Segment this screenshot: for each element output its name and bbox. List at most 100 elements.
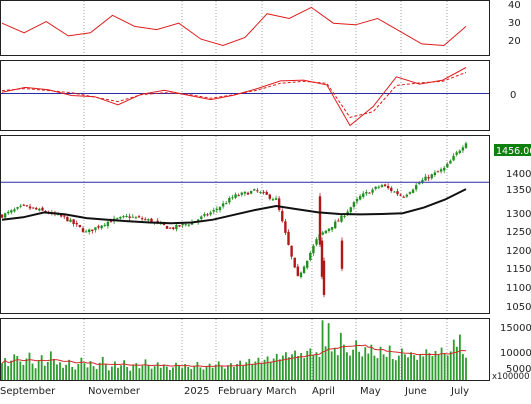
volume-bar: [168, 369, 171, 380]
volume-bar: [300, 353, 303, 380]
volume-bar: [339, 332, 342, 380]
volume-bar: [1, 363, 3, 380]
candle: [175, 223, 178, 232]
candle-body: [340, 215, 343, 222]
volume-bar: [324, 346, 327, 380]
candle: [424, 173, 427, 181]
candle-crash: [318, 193, 322, 248]
candle-body: [66, 216, 69, 222]
volume-bar: [132, 364, 135, 380]
volume-bar: [388, 345, 391, 380]
candle-body: [137, 216, 141, 218]
volume-tick-5000: 5000: [506, 364, 531, 375]
volume-bar: [135, 363, 138, 380]
volume-bar: [431, 356, 434, 380]
candle: [91, 229, 94, 234]
candle: [262, 190, 265, 195]
x-label-2025: 2025: [184, 386, 209, 397]
volume-bars: [1, 320, 467, 380]
volume-bar: [379, 346, 382, 380]
candle: [321, 230, 324, 236]
candle-body: [38, 208, 41, 211]
candle-body: [352, 202, 356, 207]
candle-body: [140, 218, 144, 220]
last-price-label: 1456.060: [496, 146, 531, 157]
candle-body: [7, 211, 10, 214]
volume-bar: [239, 360, 242, 380]
candle: [396, 188, 399, 197]
candle-body: [35, 207, 38, 210]
volume-bar: [284, 352, 287, 380]
volume-bar: [462, 353, 464, 380]
candle: [231, 194, 234, 200]
volume-bar: [120, 365, 122, 380]
macd-axis: 0: [510, 90, 516, 101]
candle: [100, 225, 103, 230]
candle-body: [340, 240, 344, 269]
volume-bar: [193, 365, 196, 380]
volume-bar: [452, 339, 455, 380]
candle: [302, 265, 306, 274]
volume-bar: [187, 366, 190, 380]
candle-body: [449, 160, 452, 164]
volume-bar: [251, 364, 254, 380]
volume-bar: [364, 347, 367, 380]
volume-bar: [165, 366, 168, 380]
candle-body: [421, 180, 424, 183]
volume-bar: [455, 346, 458, 380]
candle: [383, 183, 387, 187]
candle-body: [284, 221, 287, 233]
candle: [128, 213, 131, 221]
volume-bar: [281, 355, 284, 380]
candle-body: [436, 171, 440, 173]
candle-body: [318, 196, 322, 245]
macd-tick-0: 0: [510, 90, 516, 101]
macd-plot: [1, 67, 489, 127]
volume-bar: [138, 368, 141, 380]
volume-bar: [196, 361, 199, 380]
volume-bar: [358, 351, 361, 380]
candle-body: [97, 226, 100, 228]
candle: [371, 187, 374, 196]
candle-body: [322, 260, 326, 295]
candle-body: [293, 257, 296, 268]
x-label-june: June: [404, 386, 427, 397]
volume-bar: [10, 360, 13, 380]
candle-body: [315, 239, 318, 245]
volume-bar: [449, 351, 452, 380]
candle-body: [134, 217, 138, 219]
candle: [436, 170, 440, 173]
candle: [16, 206, 19, 211]
candle: [168, 227, 172, 229]
candle-body: [81, 228, 85, 232]
volume-bar: [22, 364, 25, 380]
volume-bar: [25, 358, 28, 380]
candle-body: [13, 209, 16, 212]
candle-body: [296, 266, 300, 276]
volume-bar: [159, 367, 162, 380]
candle-body: [240, 192, 243, 195]
volume-bar: [16, 356, 19, 380]
macd-line: [1, 67, 467, 127]
candle-crash: [322, 257, 326, 298]
candle: [131, 214, 134, 218]
candle: [418, 181, 421, 185]
candle-body: [287, 231, 290, 245]
volume-panel: [0, 318, 490, 381]
candle: [78, 224, 82, 228]
candle-body: [324, 230, 328, 234]
volume-bar: [220, 366, 223, 380]
candle-body: [383, 184, 387, 187]
volume-bar: [260, 362, 263, 380]
candle-body: [109, 221, 113, 223]
candle-body: [464, 143, 468, 148]
volume-bar: [56, 364, 58, 380]
candle: [256, 188, 259, 193]
candle-body: [393, 191, 396, 193]
volume-bar: [233, 366, 235, 380]
candle-body: [212, 210, 215, 212]
candle: [249, 190, 253, 195]
volume-bar: [153, 366, 156, 380]
candle: [402, 195, 405, 198]
